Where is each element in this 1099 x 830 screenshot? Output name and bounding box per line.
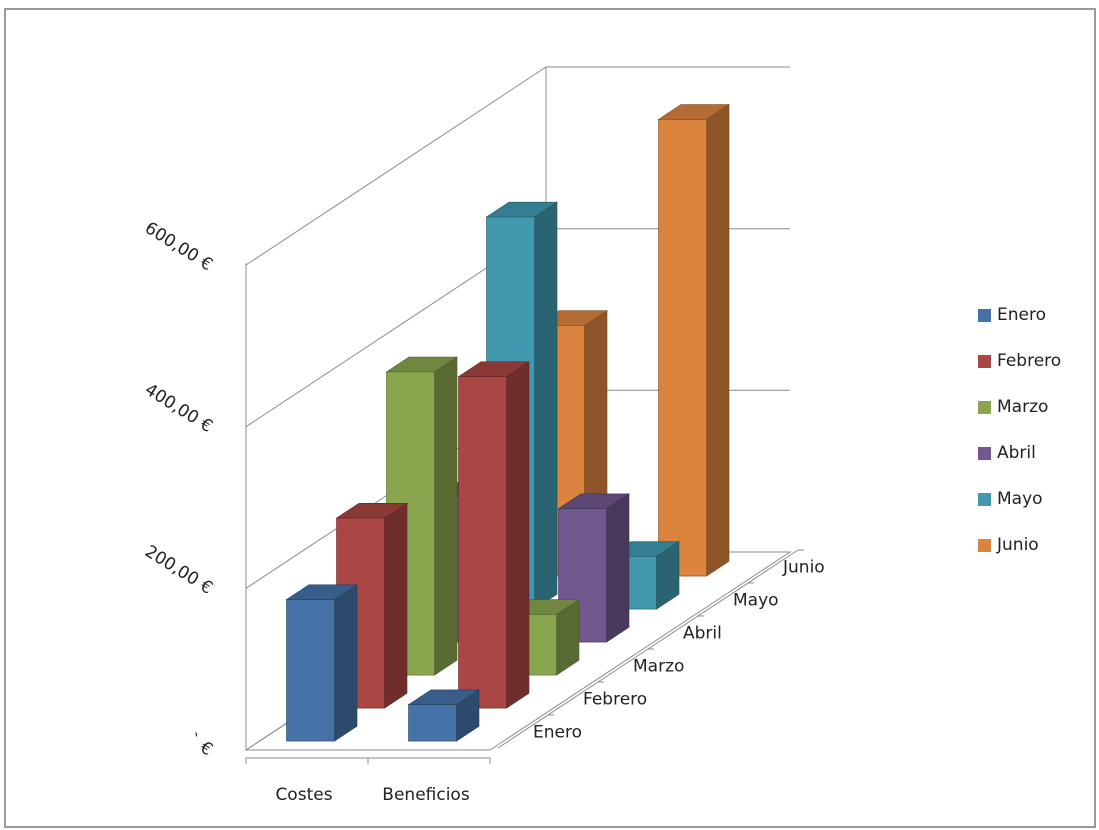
legend-item-junio: Junio [978,522,1061,568]
legend-item-marzo: Marzo [978,384,1061,430]
depth-tick-label: Enero [533,723,582,743]
legend-swatch [978,446,991,460]
bar [286,599,335,742]
legend-item-abril: Abril [978,430,1061,476]
legend-item-enero: Enero [978,292,1061,338]
bar [458,376,507,709]
bar-side [434,356,458,676]
bar [658,119,707,577]
bar-side [534,201,558,610]
y-tick-label: 400,00 € [141,380,216,437]
depth-tick-label: Febrero [583,690,647,710]
legend-swatch [978,308,991,322]
depth-tick-label: Marzo [633,657,684,677]
legend-label: Abril [997,443,1036,463]
bar-side [384,502,408,709]
bar-side [506,361,530,709]
legend-swatch [978,538,991,552]
bar-side [606,493,630,643]
legend-label: Junio [997,535,1039,555]
depth-tick-label: Junio [782,558,825,578]
bar [408,704,457,742]
depth-tick-label: Abril [683,624,722,644]
bar-side [706,103,730,577]
legend: Enero Febrero Marzo Abril Mayo Junio [978,292,1061,568]
legend-swatch [978,492,991,506]
bar-side [334,584,358,742]
depth-tick-label: Mayo [733,591,779,611]
x-tick-label: Costes [275,785,332,805]
y-tick-label: ` € [184,730,216,760]
legend-label: Febrero [997,351,1062,371]
x-tick-label: Beneficios [382,785,470,805]
y-tick-label: 600,00 € [141,218,216,275]
legend-swatch [978,400,991,414]
y-tick-label: 200,00 € [141,541,216,598]
legend-swatch [978,354,991,368]
legend-item-febrero: Febrero [978,338,1061,384]
legend-label: Enero [997,305,1046,325]
legend-label: Marzo [997,397,1049,417]
legend-label: Mayo [997,489,1043,509]
legend-item-mayo: Mayo [978,476,1061,522]
